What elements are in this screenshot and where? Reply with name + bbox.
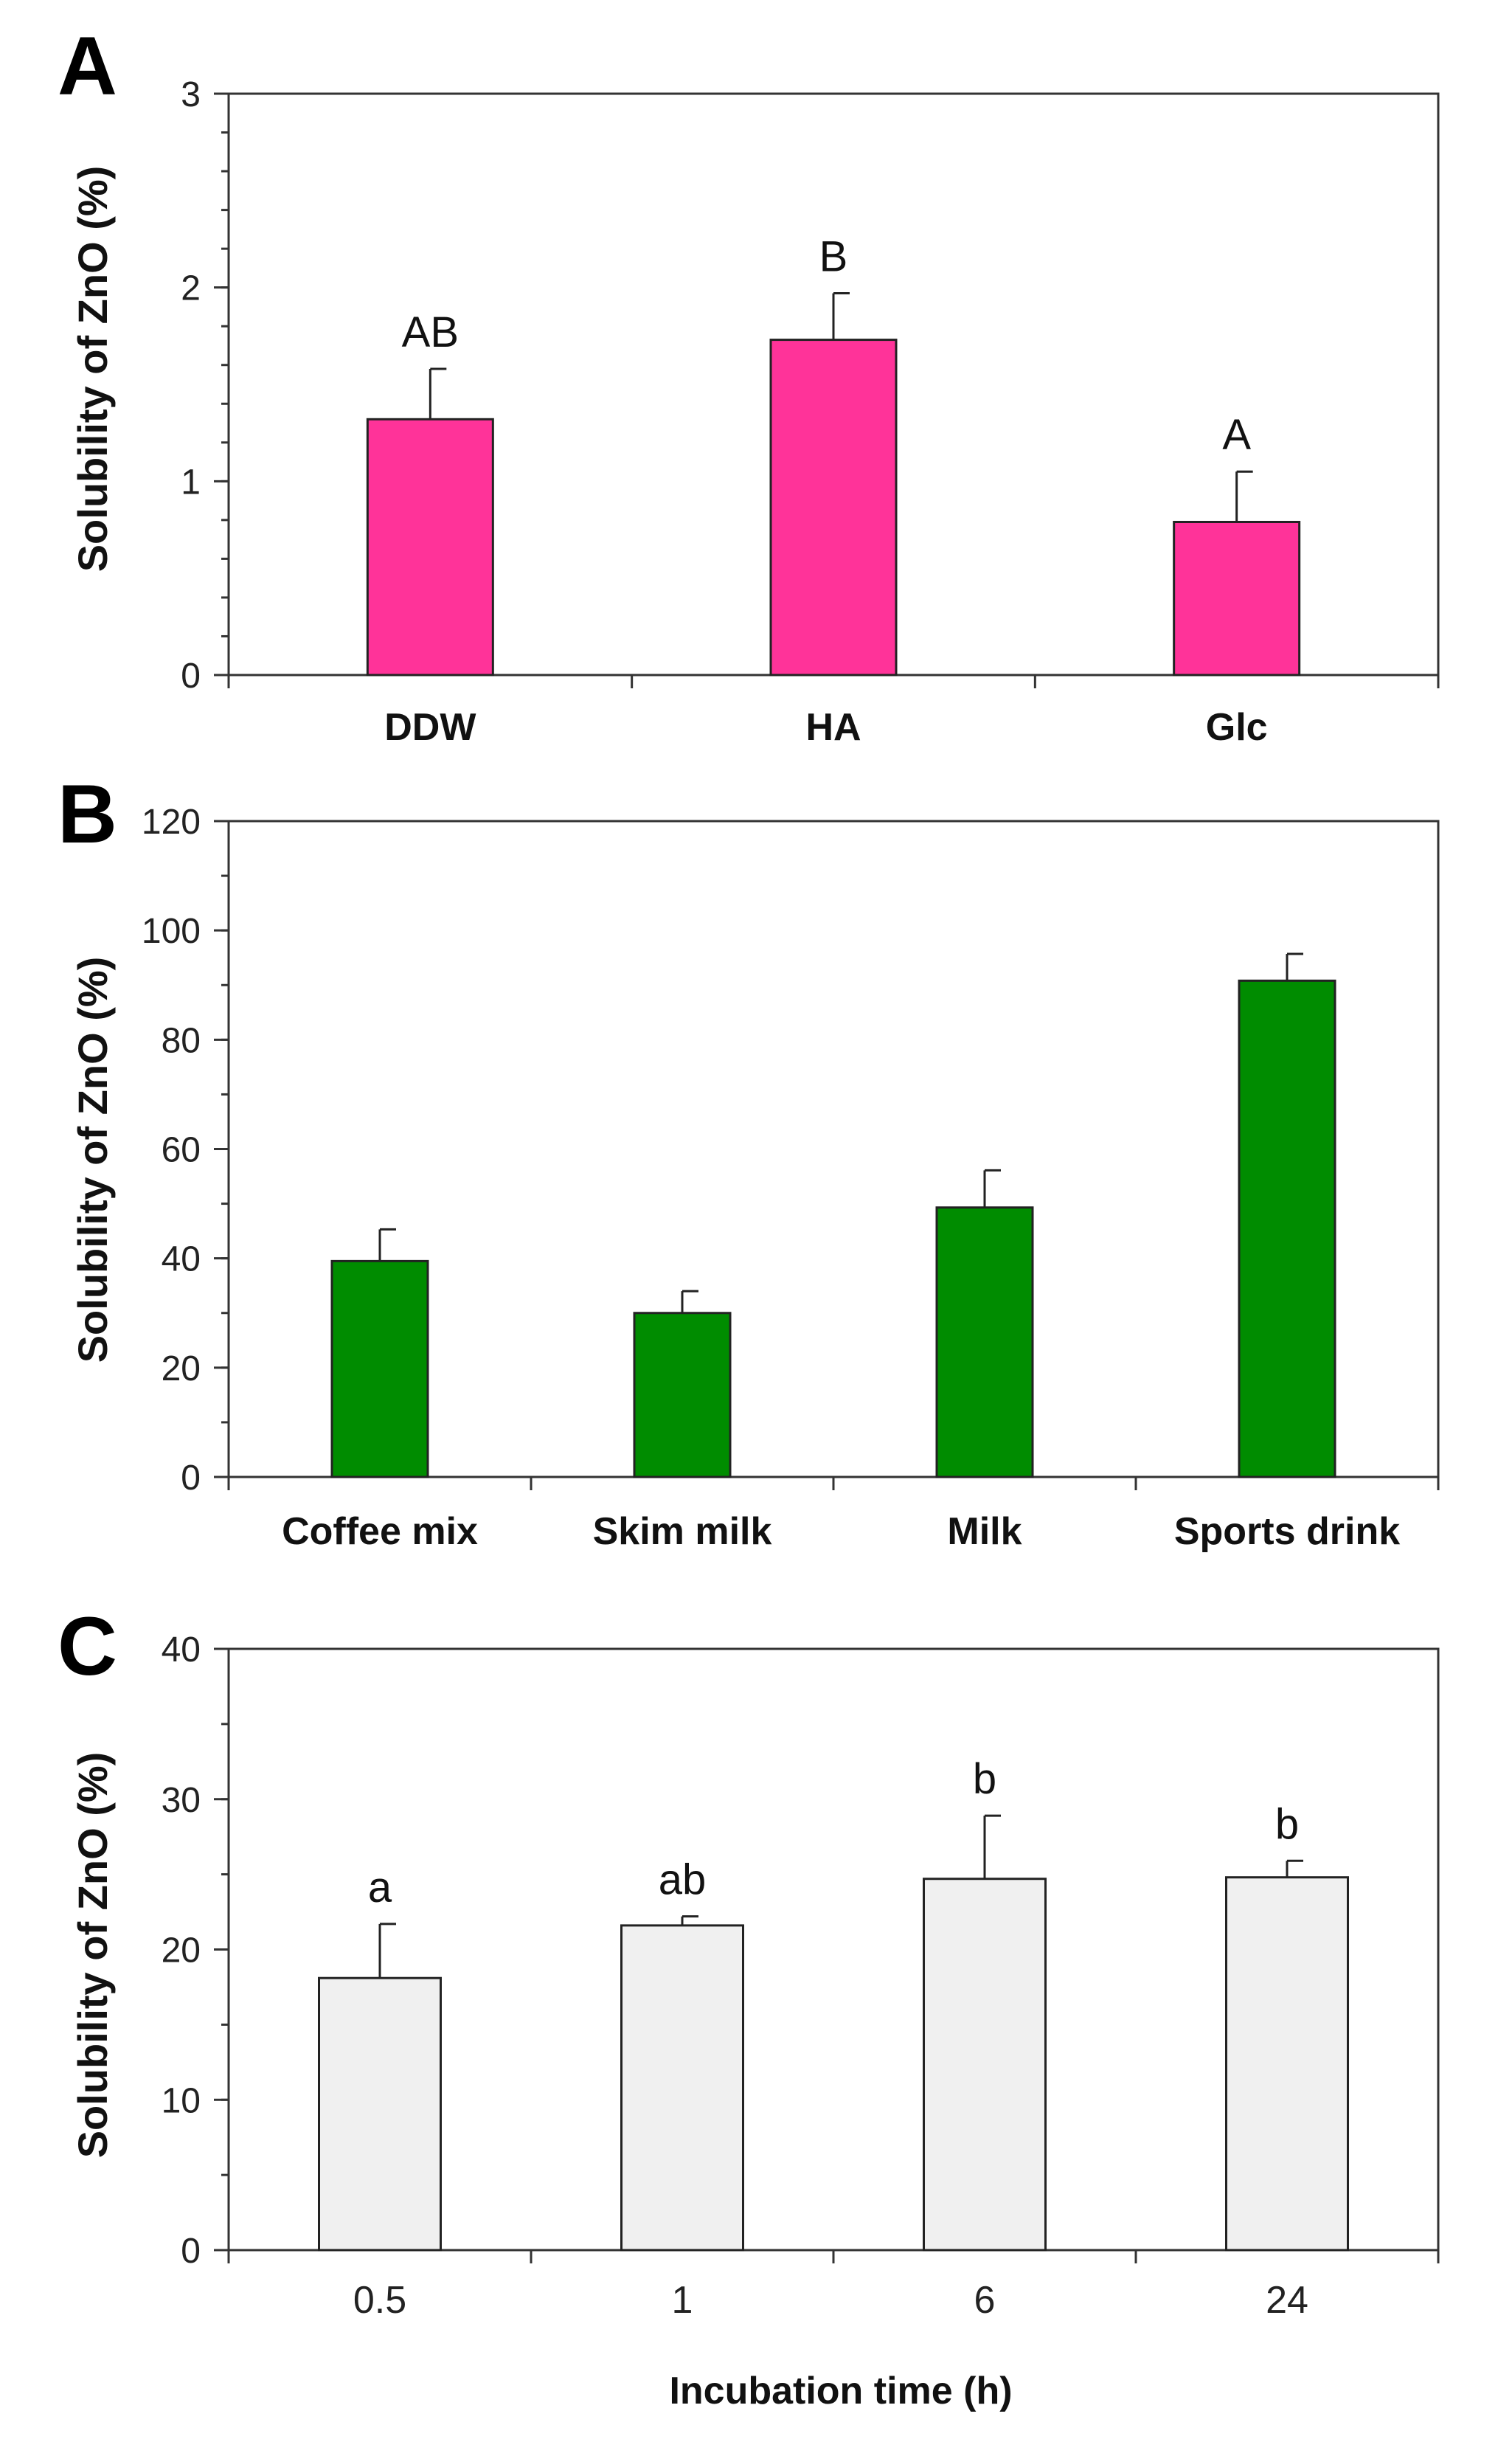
panel-b-bar [935,1206,1034,1478]
panel-c-bar [620,1924,744,2252]
panel-a-bar [366,418,494,677]
panel-b-y-axis-label: Solubility of ZnO (%) [69,957,116,1363]
panel-a-category-label: HA [805,706,861,749]
panel-a-bar [769,339,898,677]
panel-c-y-tick-label: 20 [162,1931,201,1971]
panel-b-category-label: Skim milk [593,1510,772,1553]
panel-b-y-tick-label: 120 [142,803,201,842]
panel-c-bar [1225,1876,1349,2252]
panel-b-bar [1238,979,1336,1478]
panel-a-significance-label: AB [402,308,459,356]
panel-c-letter: C [58,1600,117,1692]
panel-c-category-label: 6 [974,2279,996,2322]
panel-b-bar [330,1259,429,1478]
panel-c-bar [318,1976,442,2252]
panel-a-bar [1173,520,1301,677]
panel-b-category-label: Sports drink [1174,1510,1400,1553]
panel-a-y-axis-label: Solubility of ZnO (%) [69,166,116,572]
panel-c-y-tick-label: 40 [162,1630,201,1670]
panel-c-y-tick-label: 10 [162,2081,201,2120]
panel-c-y-axis-label: Solubility of ZnO (%) [69,1752,116,2159]
panel-b-letter: B [58,768,117,860]
panel-c-category-label: 1 [672,2279,693,2322]
panel-b-y-tick-label: 80 [162,1021,201,1060]
panel-c-significance-label: b [973,1755,996,1803]
panel-a: A Solubility of ZnO (%) 0 1 2 3 AB DDW B HA A Glc [58,20,1440,749]
panel-c-y-tick-label: 30 [162,1781,201,1820]
panel-b-bar [633,1312,732,1478]
panel-c-plot-frame [229,1647,1440,2250]
panel-a-significance-label: A [1222,411,1251,459]
panel-b: B Solubility of ZnO (%) 0 20 40 60 80 100 120 C… [58,768,1440,1553]
panel-b-y-tick-label: 60 [162,1131,201,1170]
panel-a-y-tick-label: 3 [181,75,201,114]
panel-c-category-label: 24 [1266,2279,1308,2322]
panel-b-category-label: Milk [947,1510,1022,1553]
panel-b-y-tick-label: 40 [162,1240,201,1279]
panel-c-y-tick-label: 0 [181,2232,201,2271]
panel-c: C Solubility of ZnO (%) Incubation time … [58,1600,1440,2412]
panel-a-significance-label: B [819,233,848,281]
panel-c-bar [923,1878,1047,2252]
panel-a-y-tick-label: 0 [181,657,201,696]
panel-b-plot-frame [229,820,1440,1477]
panel-a-category-label: DDW [384,706,476,749]
panel-c-category-label: 0.5 [353,2279,406,2322]
panel-a-category-label: Glc [1206,706,1268,749]
panel-c-significance-label: b [1275,1800,1299,1848]
panel-c-significance-label: a [368,1864,392,1911]
panel-c-x-axis-label: Incubation time (h) [669,2370,1012,2412]
panel-b-y-tick-label: 0 [181,1459,201,1498]
panel-a-letter: A [58,20,117,112]
panel-b-y-tick-label: 100 [142,912,201,951]
panel-a-plot-frame [229,92,1440,675]
panel-b-y-tick-label: 20 [162,1349,201,1388]
panel-c-significance-label: ab [659,1856,707,1904]
panel-a-y-tick-label: 2 [181,269,201,308]
panel-b-category-label: Coffee mix [282,1510,478,1553]
panel-a-y-tick-label: 1 [181,463,201,502]
